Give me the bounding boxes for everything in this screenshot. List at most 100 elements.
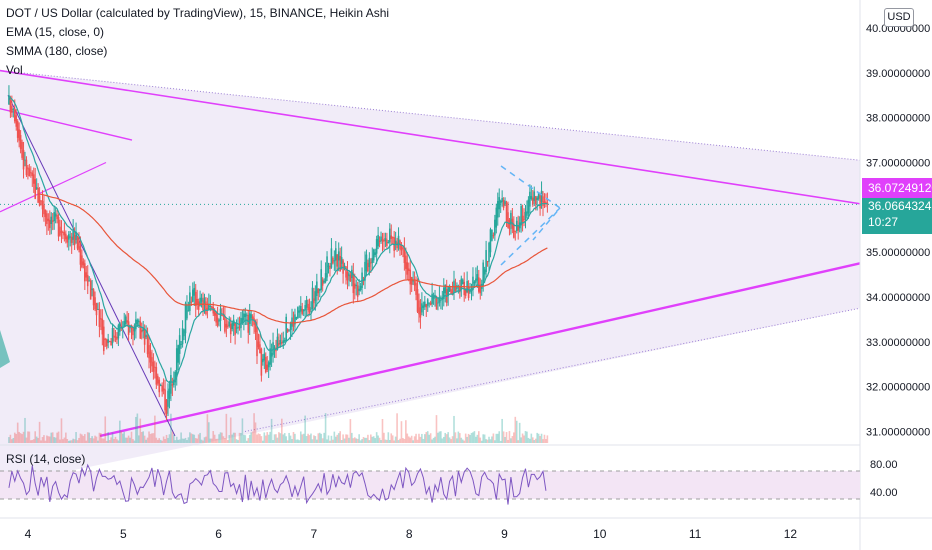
volume-bar — [402, 438, 404, 443]
candle-body — [216, 317, 219, 326]
candle-body — [57, 216, 60, 237]
candle-body — [467, 286, 470, 298]
volume-bar — [323, 432, 325, 443]
volume-bar — [453, 415, 455, 443]
volume-bar — [155, 437, 158, 443]
volume-bar — [210, 438, 213, 443]
candle-body — [321, 279, 324, 286]
candle-body — [27, 167, 29, 170]
candle-body — [225, 323, 228, 328]
price-tick-label: 35.00000000 — [866, 247, 930, 259]
volume-bar — [16, 422, 19, 443]
candle-body — [356, 285, 359, 297]
volume-bar — [202, 440, 204, 443]
volume-bar — [422, 438, 425, 443]
volume-bar — [132, 439, 134, 443]
volume-bar — [488, 436, 490, 443]
candle-body — [335, 248, 337, 261]
volume-bar — [388, 439, 391, 443]
volume-bar — [170, 413, 172, 443]
volume-bar — [353, 437, 356, 443]
volume-bar — [531, 437, 534, 443]
candle-body — [377, 234, 379, 247]
candle-body — [231, 322, 233, 330]
candle-body — [56, 215, 58, 219]
candle-body — [212, 306, 215, 314]
candle-body — [170, 375, 172, 394]
candle-body — [311, 287, 314, 310]
candle-body — [352, 273, 355, 294]
candle-body — [88, 280, 90, 282]
volume-bar — [502, 431, 505, 443]
volume-bar — [84, 434, 86, 443]
volume-bar — [340, 440, 343, 443]
volume-bar — [504, 436, 506, 443]
candle-body — [351, 269, 353, 279]
candle-body — [85, 272, 88, 278]
candle-body — [450, 289, 452, 295]
volume-bar — [359, 440, 362, 443]
volume-bar — [156, 439, 159, 443]
currency-button[interactable]: USD — [884, 8, 914, 27]
candle-body — [464, 288, 467, 296]
rsi-legend: RSI (14, close) — [6, 452, 86, 466]
candle-body — [320, 269, 323, 290]
volume-bar — [278, 432, 280, 443]
candle-body — [63, 232, 66, 236]
candle-body — [448, 286, 451, 292]
volume-bar — [69, 440, 72, 443]
candle-body — [393, 237, 395, 251]
volume-bar — [383, 432, 385, 443]
volume-bar — [415, 433, 417, 443]
candle-body — [340, 257, 343, 264]
volume-bar — [260, 436, 263, 443]
candle-body — [521, 215, 524, 223]
volume-bar — [327, 435, 330, 443]
volume-bar — [308, 435, 311, 443]
volume-bar — [505, 432, 508, 443]
volume-bar — [151, 433, 153, 443]
volume-bar — [264, 435, 267, 443]
volume-bar — [9, 434, 12, 443]
candle-body — [442, 287, 445, 299]
volume-bar — [513, 432, 515, 443]
candle-body — [66, 236, 69, 243]
volume-bar — [438, 431, 441, 443]
candle-body — [264, 357, 267, 373]
candle-body — [492, 235, 495, 237]
volume-bar — [243, 434, 245, 443]
ema-line — [8, 95, 548, 384]
candle-body — [302, 309, 305, 312]
volume-bar — [352, 438, 355, 443]
volume-bar — [375, 432, 378, 443]
candle-body — [59, 226, 61, 236]
volume-bar — [393, 440, 395, 443]
volume-bar — [365, 437, 368, 443]
candle-body — [295, 317, 298, 320]
volume-bar — [348, 437, 350, 443]
candle-body — [251, 316, 254, 321]
candle-body — [298, 310, 301, 313]
volume-bar — [149, 433, 152, 443]
volume-bar — [57, 431, 60, 443]
candle-body — [294, 314, 296, 325]
candle-body — [499, 200, 502, 204]
candle-body — [79, 246, 82, 265]
candle-body — [155, 367, 158, 385]
candle-body — [412, 280, 414, 282]
volume-bar — [231, 434, 233, 443]
volume-bar — [263, 432, 266, 443]
volume-bar — [190, 433, 193, 443]
volume-bar — [173, 434, 175, 443]
candle-body — [161, 385, 163, 392]
volume-bar — [479, 437, 482, 443]
candle-body — [243, 313, 245, 321]
volume-bar — [536, 432, 538, 443]
candle-body — [48, 219, 51, 229]
candle-body — [123, 320, 126, 328]
volume-bar — [47, 436, 50, 443]
candle-body — [267, 362, 270, 368]
candle-body — [92, 289, 95, 306]
volume-bar — [299, 431, 302, 443]
